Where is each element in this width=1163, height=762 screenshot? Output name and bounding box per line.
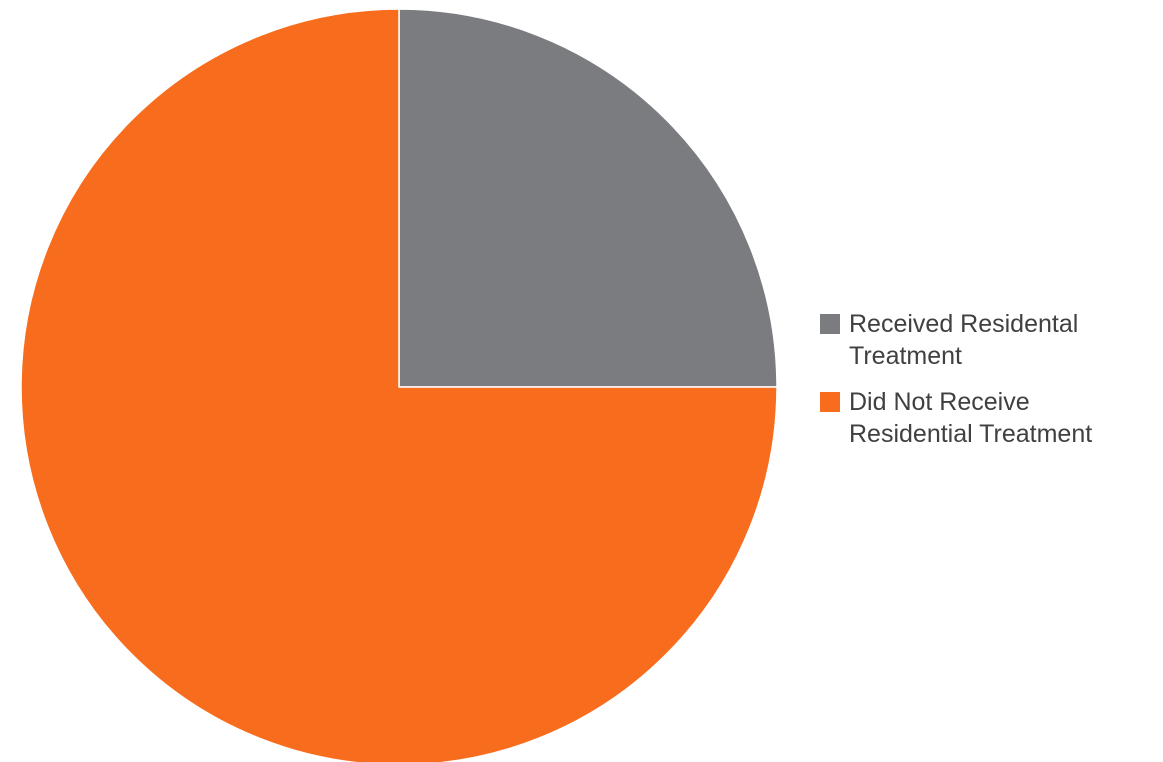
legend-swatch-received xyxy=(820,314,840,334)
legend: Received Residental Treatment Did Not Re… xyxy=(820,308,1150,464)
legend-item-did-not-receive: Did Not Receive Residential Treatment xyxy=(820,386,1150,450)
legend-label-received: Received Residental Treatment xyxy=(849,310,1079,370)
legend-swatch-did-not-receive xyxy=(820,392,840,412)
legend-label-did-not-receive: Did Not Receive Residential Treatment xyxy=(849,388,1093,448)
legend-item-received: Received Residental Treatment xyxy=(820,308,1150,372)
pie-slice-did-not-receive xyxy=(20,8,778,762)
pie-slice-received xyxy=(398,8,778,388)
pie-slices xyxy=(20,8,778,762)
